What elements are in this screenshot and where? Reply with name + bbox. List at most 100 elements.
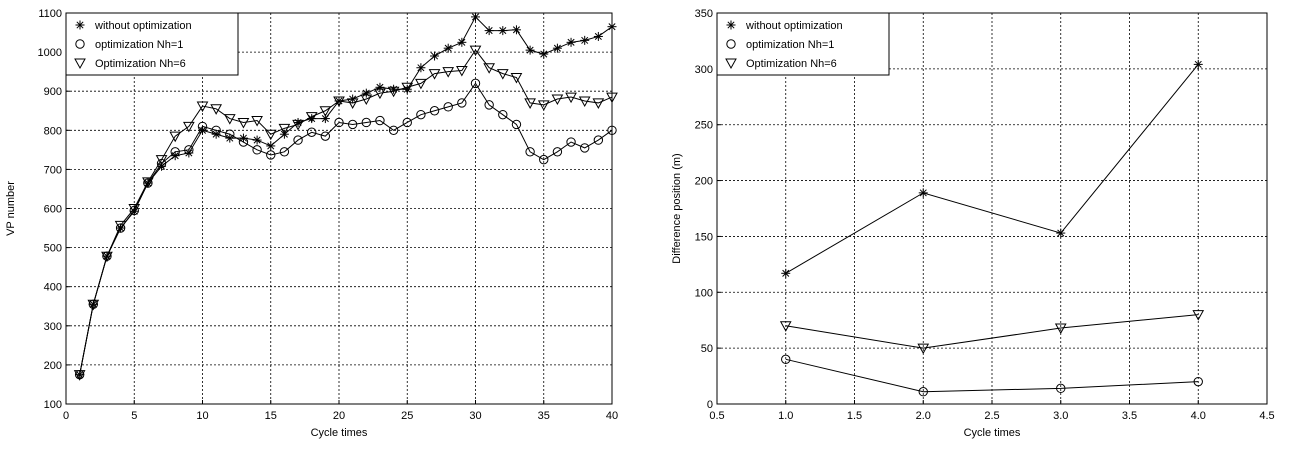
data-point-star (552, 43, 562, 53)
data-point-star (607, 22, 617, 32)
data-point-circle (211, 125, 221, 136)
data-point-circle (552, 147, 563, 157)
data-point-star (539, 49, 549, 59)
data-point-star (471, 12, 480, 22)
data-point-circle (238, 137, 249, 147)
data-point-star (389, 84, 399, 94)
data-point-triangle (578, 96, 591, 108)
x-tick-label: 3.5 (1122, 410, 1137, 422)
data-point-triangle (496, 69, 509, 80)
data-point-triangle (264, 129, 277, 141)
data-point-circle (293, 135, 303, 145)
data-point-triangle (537, 100, 550, 111)
data-point-star (484, 26, 494, 36)
x-axis-label: Cycle times (311, 427, 368, 439)
x-tick-label: 15 (265, 410, 277, 422)
data-point-circle (781, 354, 791, 365)
y-tick-label: 300 (44, 321, 62, 333)
grid (66, 13, 612, 404)
x-tick-label: 2.5 (984, 410, 999, 422)
data-point-circle (320, 131, 331, 141)
data-point-circle (170, 147, 180, 157)
data-point-triangle (169, 131, 182, 143)
series-2 (781, 354, 1203, 397)
data-point-triangle (565, 92, 577, 104)
data-point-circle (388, 125, 399, 136)
data-point-star (498, 26, 508, 36)
y-tick-label: 350 (695, 8, 713, 20)
data-point-triangle (114, 220, 127, 232)
x-tick-label: 3.0 (1053, 410, 1068, 422)
data-point-triangle (251, 116, 263, 127)
x-axis-label: Cycle times (964, 427, 1021, 439)
chart-panel-1: 0 5 10 15 20 25 30 35 40 100 200 300 400 500 600 700 800… (5, 8, 618, 439)
x-tick-label: 1.5 (847, 410, 862, 422)
data-point-triangle (1054, 323, 1067, 335)
data-point-triangle (606, 92, 618, 104)
series-1 (781, 59, 1203, 278)
data-point-circle (225, 129, 235, 139)
data-point-triangle (278, 123, 291, 135)
data-point-triangle (128, 204, 141, 215)
x-tick-label: 25 (401, 410, 413, 422)
data-point-triangle (415, 78, 427, 90)
data-point-triangle (142, 177, 154, 188)
series-line (79, 82, 613, 375)
data-point-triangle (101, 251, 113, 263)
data-point-circle (266, 150, 276, 160)
x-tick-label: 0.5 (709, 410, 724, 422)
series-line (785, 64, 1199, 274)
legend-marker (725, 58, 737, 70)
data-point-star (416, 63, 426, 73)
y-tick-label: 100 (695, 287, 713, 299)
data-point-star (266, 141, 276, 151)
data-point-star (361, 88, 371, 98)
legend-label: optimization Nh=1 (95, 39, 183, 51)
data-point-star (430, 51, 440, 61)
series-3 (779, 310, 1205, 355)
data-point-triangle (917, 343, 930, 355)
data-point-circle (593, 135, 604, 145)
legend-label: without optimization (745, 20, 843, 32)
data-point-circle (347, 119, 358, 130)
x-tick-label: 4.0 (1191, 410, 1206, 422)
y-tick-label: 0 (707, 399, 713, 411)
series-line (79, 16, 613, 375)
data-point-triangle (510, 73, 523, 84)
legend-marker (726, 39, 736, 49)
data-point-circle (457, 98, 467, 108)
legend-marker (74, 58, 86, 70)
y-tick-label: 600 (44, 204, 62, 216)
legend-marker (75, 39, 85, 49)
data-point-circle (484, 100, 494, 110)
y-tick-label: 400 (44, 282, 62, 294)
y-tick-label: 150 (695, 231, 713, 243)
data-point-triangle (428, 69, 441, 80)
y-tick-label: 200 (695, 176, 713, 188)
data-point-star (443, 43, 453, 53)
data-point-circle (307, 127, 317, 137)
y-tick-label: 500 (44, 243, 62, 255)
data-point-circle (361, 117, 371, 128)
data-point-star (1056, 228, 1066, 238)
y-axis-label: Difference position (m) (671, 153, 683, 263)
data-point-circle (279, 147, 290, 157)
y-tick-label: 900 (44, 86, 62, 98)
data-point-circle (1056, 383, 1066, 394)
y-tick-label: 1000 (38, 47, 62, 59)
x-tick-label: 30 (469, 410, 481, 422)
data-point-triangle (346, 98, 359, 109)
x-tick-label: 0 (63, 410, 69, 422)
data-point-triangle (183, 121, 195, 133)
data-point-circle (580, 143, 590, 153)
y-axis-label: VP number (5, 181, 17, 236)
data-point-triangle (196, 101, 209, 113)
data-point-star (781, 268, 791, 278)
series-line (785, 314, 1199, 349)
data-point-triangle (524, 98, 536, 109)
data-point-triangle (360, 94, 373, 106)
data-point-triangle (483, 63, 495, 74)
legend: without optimization optimization Nh=1 Opt… (716, 12, 890, 76)
data-point-star (375, 82, 385, 92)
data-point-triangle (73, 370, 86, 381)
